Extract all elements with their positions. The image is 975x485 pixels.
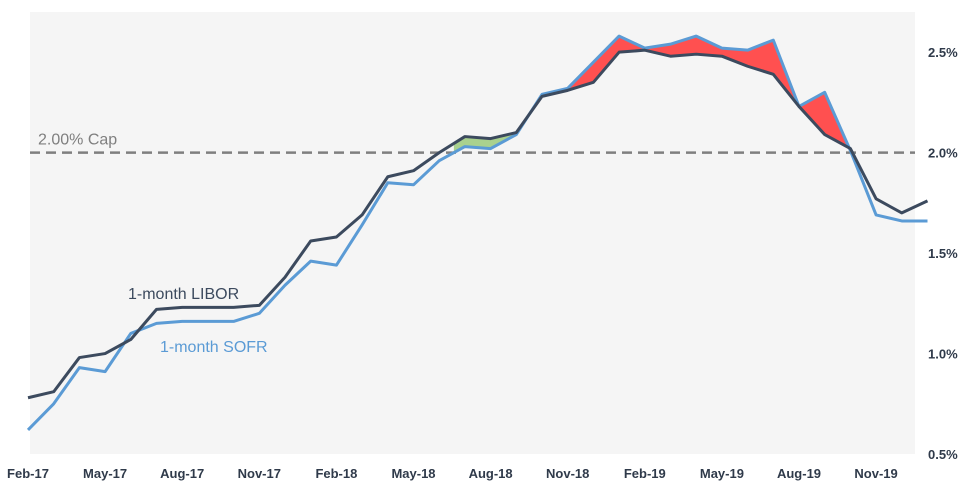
libor-line [27, 48, 929, 400]
y-tick-label: 0.5% [928, 447, 958, 462]
y-tick-label: 1.0% [928, 347, 958, 362]
x-tick-label: May-17 [83, 466, 127, 481]
sofr-above-libor-fill [529, 36, 850, 148]
plot-area [30, 12, 915, 454]
sofr-line [26, 34, 928, 431]
series-label-sofr: 1-month SOFR [160, 339, 268, 356]
y-tick-label: 2.5% [928, 45, 958, 60]
x-tick-label: Aug-17 [160, 466, 204, 481]
x-tick-label: Nov-17 [238, 466, 281, 481]
x-tick-label: Feb-18 [315, 466, 357, 481]
series-label-libor: 1-month LIBOR [128, 286, 239, 303]
x-tick-label: Feb-17 [7, 466, 49, 481]
x-tick-label: Nov-19 [854, 466, 897, 481]
x-tick-label: Feb-19 [624, 466, 666, 481]
x-tick-label: Aug-19 [777, 466, 821, 481]
x-tick-label: Nov-18 [546, 466, 589, 481]
cap-label: 2.00% Cap [38, 132, 117, 149]
x-tick-label: Aug-18 [469, 466, 513, 481]
y-tick-label: 2.0% [928, 146, 958, 161]
y-tick-label: 1.5% [928, 246, 958, 261]
series-lines [26, 34, 929, 431]
x-tick-label: May-19 [700, 466, 744, 481]
sofr-below-libor-fill [453, 114, 530, 153]
x-tick-label: May-18 [391, 466, 435, 481]
y-axis-ticks: 0.5% 1.0% 1.5% 2.0% 2.5% [928, 45, 958, 462]
x-axis-ticks: Feb-17 May-17 Aug-17 Nov-17 Feb-18 May-18 Aug-… [7, 466, 898, 481]
